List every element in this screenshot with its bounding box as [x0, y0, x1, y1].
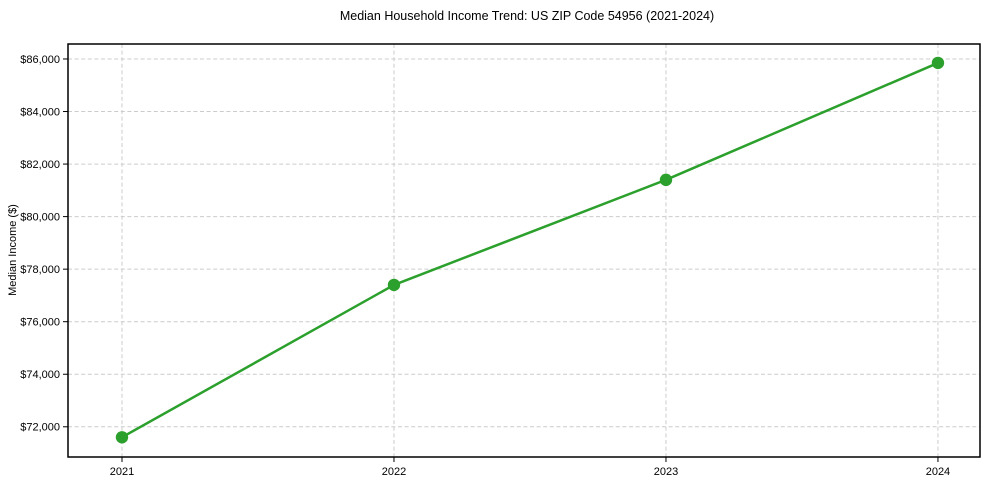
y-tick-label: $78,000: [20, 264, 60, 276]
plot-area: $72,000 $74,000 $76,000 $78,000 $80,000 $82,0…: [20, 43, 981, 478]
x-tick-label: 2022: [382, 466, 406, 478]
y-tick-label: $84,000: [20, 106, 60, 118]
trend-line: [120, 61, 940, 439]
y-tick-label: $82,000: [20, 159, 60, 171]
chart-title: Median Household Income Trend: US ZIP Co…: [340, 9, 714, 23]
y-tick-label: $74,000: [20, 369, 60, 381]
data-point-2023: [659, 173, 673, 187]
data-point-2021: [115, 431, 129, 444]
y-tick-label: $72,000: [20, 422, 60, 434]
plot-border: [67, 43, 981, 458]
x-tick-label: 2024: [926, 466, 950, 478]
y-axis-label: Median Income ($): [7, 204, 19, 296]
x-tick-label: 2021: [110, 466, 134, 478]
data-point-2024: [931, 56, 945, 70]
data-point-2022: [387, 278, 401, 292]
y-tick-label: $80,000: [20, 211, 60, 223]
y-tick-label: $86,000: [20, 54, 60, 66]
x-tick-label: 2023: [654, 466, 678, 478]
y-tick-label: $76,000: [20, 316, 60, 328]
